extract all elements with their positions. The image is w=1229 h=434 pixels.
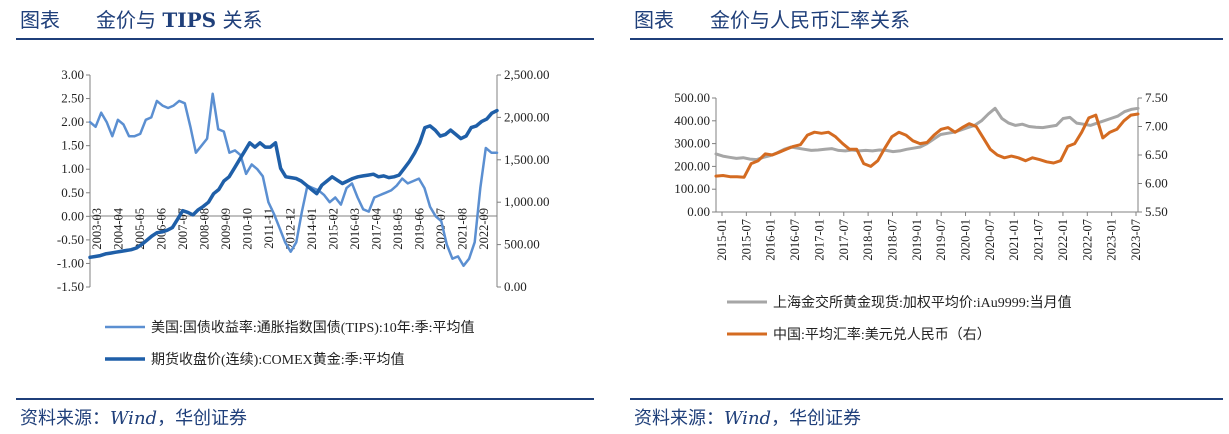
legend-label: 中国:平均汇率:美元兑人民币（右） bbox=[773, 326, 991, 343]
x-tick-label: 2019-07 bbox=[934, 219, 948, 261]
x-tick-label: 2005-05 bbox=[133, 208, 147, 250]
y-left-tick-label: 100.00 bbox=[674, 181, 710, 196]
x-tick-label: 2020-01 bbox=[959, 219, 973, 261]
x-tick-label: 2021-01 bbox=[1007, 219, 1021, 261]
source-org: 华创证券 bbox=[789, 408, 862, 429]
y-left-tick-label: -0.50 bbox=[57, 232, 84, 247]
title-bold: TIPS bbox=[162, 8, 217, 32]
y-left-tick-label: 400.00 bbox=[674, 113, 710, 128]
y-left-tick-label: 0.50 bbox=[61, 185, 84, 200]
y-left-tick-label: -1.50 bbox=[57, 279, 84, 294]
x-tick-label: 2012-12 bbox=[284, 208, 298, 250]
x-tick-label: 2010-10 bbox=[241, 208, 255, 250]
title-rule bbox=[16, 38, 594, 40]
y-left-tick-label: 0.00 bbox=[61, 208, 84, 223]
x-tick-label: 2017-01 bbox=[812, 219, 826, 261]
series-line bbox=[714, 112, 1140, 179]
legend-label: 上海金交所黄金现货:加权平均价:iAu9999:当月值 bbox=[773, 294, 1072, 311]
title-rule bbox=[630, 38, 1223, 40]
x-tick-label: 2008-08 bbox=[198, 208, 212, 250]
y-left-tick-label: 1.50 bbox=[61, 138, 84, 153]
x-tick-label: 2006-06 bbox=[155, 208, 169, 250]
y-right-tick-label: 1,000.00 bbox=[504, 194, 550, 209]
x-tick-label: 2018-01 bbox=[861, 219, 875, 261]
figure-title-right: 图表 金价与人民币汇率关系 bbox=[634, 4, 910, 33]
source-org: 华创证券 bbox=[175, 408, 248, 429]
x-tick-label: 2015-07 bbox=[739, 219, 753, 261]
x-tick-label: 2015-01 bbox=[715, 219, 729, 261]
y-right-tick-label: 6.50 bbox=[1145, 147, 1168, 162]
x-tick-label: 2023-07 bbox=[1129, 219, 1143, 261]
y-left-tick-label: 300.00 bbox=[674, 136, 710, 151]
x-tick-label: 2004-04 bbox=[112, 207, 126, 249]
legend-label: 美国:国债收益率:通胀指数国债(TIPS):10年:季:平均值 bbox=[151, 319, 475, 336]
title-post: 关系 bbox=[216, 8, 263, 32]
x-tick-label: 2016-01 bbox=[764, 219, 778, 261]
y-right-tick-label: 5.50 bbox=[1145, 204, 1168, 219]
x-tick-label: 2017-04 bbox=[370, 207, 384, 249]
x-tick-label: 2011-11 bbox=[262, 208, 276, 249]
figure-label: 图表 bbox=[20, 8, 60, 32]
x-tick-label: 2019-01 bbox=[910, 219, 924, 261]
x-tick-label: 2017-07 bbox=[837, 219, 851, 261]
x-tick-label: 2014-01 bbox=[305, 208, 319, 250]
chart-gold-vs-tips: 3.00 2.50 2.00 1.50 1.00 0.50 0.00 -0.50 -1.00 -1… bbox=[57, 67, 550, 368]
x-tick-label: 2021-08 bbox=[456, 208, 470, 250]
source-prefix: 资料来源： bbox=[20, 408, 110, 429]
source-prefix: 资料来源： bbox=[634, 408, 724, 429]
x-tick-label: 2018-07 bbox=[885, 219, 899, 261]
y-left-tick-label: 0.00 bbox=[687, 204, 710, 219]
x-tick-label: 2018-05 bbox=[391, 208, 405, 250]
x-tick-label: 2022-07 bbox=[1080, 219, 1094, 261]
source-note-left: 资料来源：Wind，华创证券 bbox=[20, 404, 247, 430]
x-tick-label: 2016-07 bbox=[788, 219, 802, 261]
series-line bbox=[88, 108, 499, 260]
y-left-tick-label: 2.50 bbox=[61, 91, 84, 106]
y-right-tick-label: 7.00 bbox=[1145, 119, 1168, 134]
panel-gold-vs-tips: 图表 金价与 TIPS 关系 3.00 2.50 2.00 1.50 1.00 0.50 0.… bbox=[0, 0, 600, 434]
y-left-tick-label: -1.00 bbox=[57, 255, 84, 270]
source-sep: ， bbox=[771, 408, 790, 429]
figure-title-left: 图表 金价与 TIPS 关系 bbox=[20, 4, 262, 33]
x-tick-label: 2015-02 bbox=[327, 208, 341, 250]
y-right-tick-label: 0.00 bbox=[504, 279, 527, 294]
x-tick-label: 2020-07 bbox=[983, 219, 997, 261]
y-left-tick-label: 500.00 bbox=[674, 90, 710, 105]
y-right-tick-label: 1,500.00 bbox=[504, 152, 550, 167]
panel-gold-vs-rmb: 图表 金价与人民币汇率关系 500.00 400.00 300.00 200.00 100… bbox=[614, 0, 1229, 434]
x-tick-label: 2022-09 bbox=[477, 208, 491, 250]
y-left-tick-label: 2.00 bbox=[61, 114, 84, 129]
x-tick-label: 2022-01 bbox=[1056, 219, 1070, 261]
title-text: 金价与人民币汇率关系 bbox=[710, 8, 910, 32]
source-wind: Wind bbox=[724, 408, 772, 429]
x-tick-label: 2016-03 bbox=[348, 208, 362, 250]
y-left-tick-label: 1.00 bbox=[61, 161, 84, 176]
y-right-tick-label: 7.50 bbox=[1145, 90, 1168, 105]
source-rule bbox=[630, 398, 1223, 400]
legend-label: 期货收盘价(连续):COMEX黄金:季:平均值 bbox=[151, 351, 405, 368]
source-rule bbox=[16, 398, 594, 400]
y-left-tick-label: 3.00 bbox=[61, 67, 84, 82]
chart-gold-vs-rmb: 500.00 400.00 300.00 200.00 100.00 0.00 7.50 7.… bbox=[674, 90, 1168, 343]
x-tick-label: 2019-06 bbox=[413, 208, 427, 250]
y-left-tick-label: 200.00 bbox=[674, 158, 710, 173]
series-line bbox=[88, 92, 499, 268]
y-right-tick-label: 500.00 bbox=[504, 237, 540, 252]
figure-label: 图表 bbox=[634, 8, 674, 32]
title-pre: 金价与 bbox=[96, 8, 163, 32]
x-tick-label: 2021-07 bbox=[1032, 219, 1046, 261]
x-tick-label: 2023-01 bbox=[1105, 219, 1119, 261]
source-wind: Wind bbox=[110, 408, 158, 429]
y-right-tick-label: 6.00 bbox=[1145, 176, 1168, 191]
source-note-right: 资料来源：Wind，华创证券 bbox=[634, 404, 861, 430]
y-right-tick-label: 2,500.00 bbox=[504, 67, 550, 82]
x-tick-label: 2009-09 bbox=[219, 208, 233, 250]
source-sep: ， bbox=[157, 408, 176, 429]
x-tick-label: 2003-03 bbox=[90, 208, 104, 250]
y-right-tick-label: 2,000.00 bbox=[504, 109, 550, 124]
